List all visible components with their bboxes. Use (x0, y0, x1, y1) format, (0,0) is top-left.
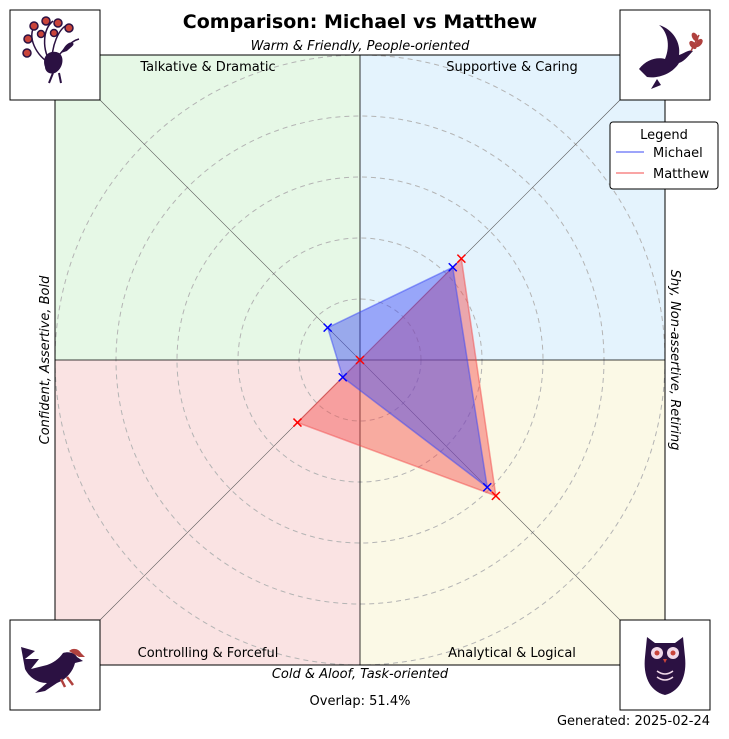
quadrant-label-top-right: Supportive & Caring (446, 60, 578, 75)
quadrant-label-bottom-left: Controlling & Forceful (138, 646, 279, 661)
quadrant-label-bottom-right: Analytical & Logical (448, 646, 576, 661)
data-point-michael (323, 323, 333, 333)
overlap-text: Overlap: 51.4% (310, 694, 411, 709)
axis-label-top: Warm & Friendly, People-oriented (251, 39, 471, 54)
data-point-michael (482, 482, 492, 492)
legend-title: Legend (640, 128, 688, 143)
axis-label-left: Confident, Assertive, Bold (38, 275, 53, 444)
axis-label-right: Shy, Non-assertive, Retiring (667, 270, 682, 451)
dove-icon (619, 9, 711, 101)
owl-icon (619, 619, 711, 711)
eagle-icon (9, 619, 101, 711)
generated-date: Generated: 2025-02-24 (557, 714, 710, 729)
data-point-michael (338, 372, 348, 382)
plot-frame (54, 54, 666, 666)
quadrant-label-top-left: Talkative & Dramatic (139, 60, 275, 75)
data-point-matthew (456, 254, 466, 264)
data-point-matthew (355, 355, 365, 365)
chart-title: Comparison: Michael vs Matthew (183, 11, 537, 33)
data-point-matthew (491, 491, 501, 501)
legend-item-label: Michael (653, 146, 703, 161)
series-layer (292, 254, 501, 501)
peacock-icon (9, 9, 101, 101)
legend-item-label: Matthew (653, 167, 710, 182)
data-point-matthew (292, 418, 302, 428)
legend: Legend Michael Matthew (609, 121, 719, 190)
data-point-michael (448, 262, 458, 272)
axis-label-bottom: Cold & Aloof, Task-oriented (272, 667, 449, 682)
